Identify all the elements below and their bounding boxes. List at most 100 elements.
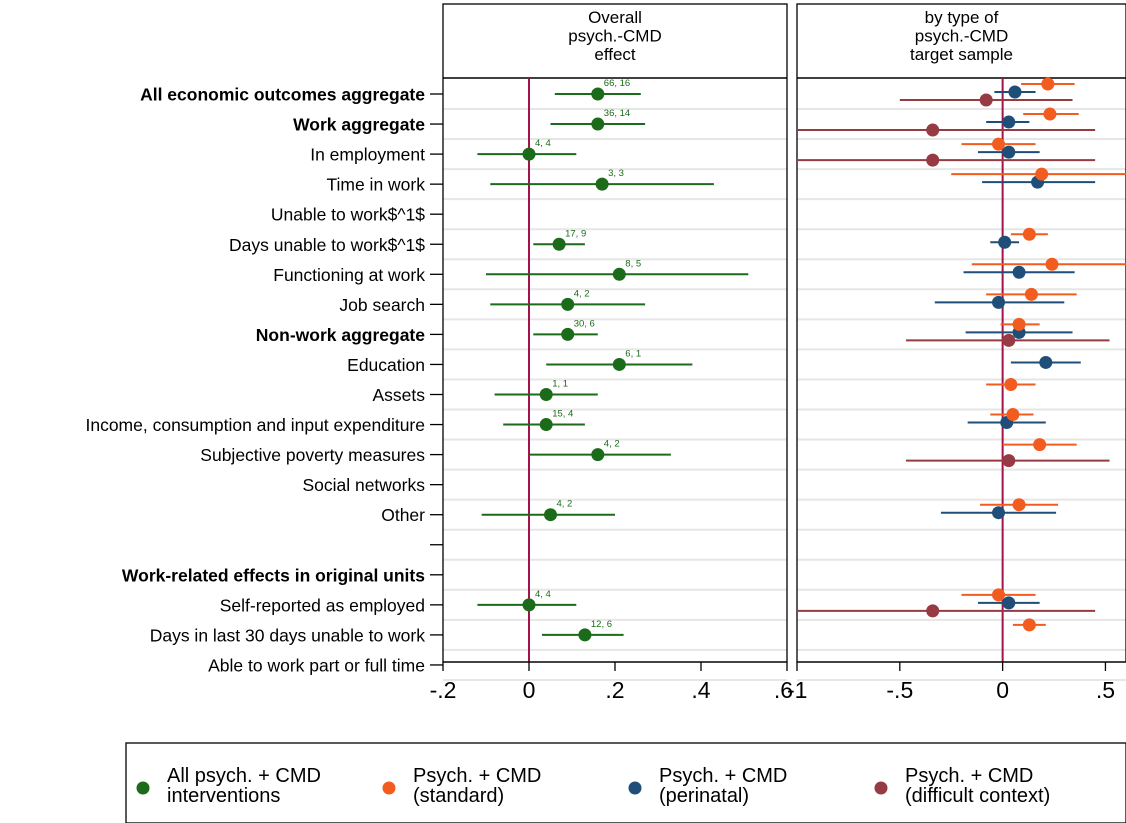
point-perinatal [1008,85,1022,99]
point-all [561,297,575,311]
point-standard [1024,287,1038,301]
x-tick-label-right: -.5 [886,677,913,703]
point-difficult [926,153,940,167]
row-label: Work-related effects in original units [122,565,425,585]
point-difficult [926,123,940,137]
point-all [591,117,605,131]
point-all [612,357,626,371]
point-difficult [979,93,993,107]
legend-label-standard: (standard) [413,785,504,807]
count-label: 3, 3 [608,168,624,179]
point-perinatal [1012,265,1026,279]
legend-label-perinatal: Psych. + CMD [659,765,787,787]
row-label: Non-work aggregate [256,325,425,345]
point-standard [1022,618,1036,632]
panel-title-line: Overall [588,8,642,27]
legend-marker-all [136,781,150,795]
legend-label-all: interventions [167,785,280,807]
count-label: 4, 4 [535,589,551,600]
point-standard [1045,257,1059,271]
point-all [522,598,536,612]
point-all [539,418,553,432]
x-tick-label-left: -.2 [430,677,457,703]
point-standard [1004,378,1018,391]
row-label: Job search [339,295,425,315]
x-axes: -.2 0 .2 .4 .6-1 -.5 0 .5 [430,93,1126,703]
point-perinatal [1002,115,1016,129]
row-bands [443,108,1126,681]
point-all [578,628,592,642]
row-label: Days unable to work$^1$ [229,235,425,255]
point-difficult [1002,333,1016,347]
point-all [552,237,566,251]
point-standard [992,588,1006,602]
row-label: Education [347,355,425,375]
panel-frame-right [796,3,1126,663]
point-standard [1043,107,1057,121]
count-label: 30, 6 [574,318,595,329]
row-label: In employment [310,145,425,165]
row-labels: All economic outcomes aggregate Work aggr… [85,85,425,676]
row-label: Unable to work$^1$ [271,205,425,225]
point-all [591,448,605,462]
legend-box [125,742,1126,823]
point-standard [1006,408,1020,422]
zero-reference-lines [528,78,1004,662]
point-perinatal [992,295,1006,309]
point-standard [1022,227,1036,241]
point-difficult [1002,454,1016,468]
x-tick-label-right: -1 [787,677,807,703]
point-all [544,508,557,522]
count-label: 36, 14 [604,108,630,119]
count-label: 4, 4 [535,138,551,149]
x-tick-label-right: 0 [996,677,1009,703]
point-perinatal [1002,145,1016,159]
x-tick-label-left: 0 [523,677,536,703]
count-label: 17, 9 [565,228,586,239]
row-label: Social networks [302,475,425,495]
count-label: 4, 2 [604,439,620,450]
legend-marker-difficult [874,781,888,795]
row-label: Able to work part or full time [208,655,425,675]
legend-marker-standard [382,781,396,795]
count-label: 12, 6 [591,619,612,630]
panel-title-line: psych.-CMD [568,27,662,46]
row-label: Self-reported as employed [220,595,425,615]
count-label: 4, 2 [574,288,590,299]
point-standard [1035,167,1049,181]
point-all [612,267,626,281]
row-label: Assets [372,385,425,405]
x-tick-label-left: .2 [605,677,624,703]
point-standard [1041,77,1055,91]
legend-label-all: All psych. + CMD [167,765,321,787]
row-label: Work aggregate [293,115,425,135]
point-all [561,327,575,341]
row-label: Other [381,505,425,525]
point-all [522,147,536,161]
point-standard [1012,498,1026,512]
point-perinatal [1039,355,1053,369]
row-label: Days in last 30 days unable to work [150,625,426,645]
legend-marker-perinatal [628,781,642,795]
point-all [595,177,609,191]
point-standard [1033,438,1047,452]
row-label: Time in work [326,175,425,195]
x-tick-label-right: .5 [1096,677,1115,703]
legend-label-perinatal: (perinatal) [659,785,749,807]
count-label: 6, 1 [625,348,641,359]
legend-label-standard: Psych. + CMD [413,765,541,787]
count-label: 15, 4 [552,409,573,420]
panel-title-line: effect [594,45,636,64]
count-label: 1, 1 [552,379,568,390]
point-all [539,388,553,401]
row-label: Income, consumption and input expenditur… [85,415,425,435]
point-perinatal [1002,596,1016,610]
legend-label-difficult: Psych. + CMD [905,765,1033,787]
count-label: 66, 16 [604,78,630,89]
count-label: 4, 2 [557,499,573,510]
estimate-marks: 66, 16 36, 14 4, 4 3, 3 17, 9 8, 5 4, 2 30, 6 6,… [477,77,1126,642]
legend-label-difficult: (difficult context) [905,785,1050,807]
point-perinatal [998,235,1012,249]
point-perinatal [992,506,1006,520]
